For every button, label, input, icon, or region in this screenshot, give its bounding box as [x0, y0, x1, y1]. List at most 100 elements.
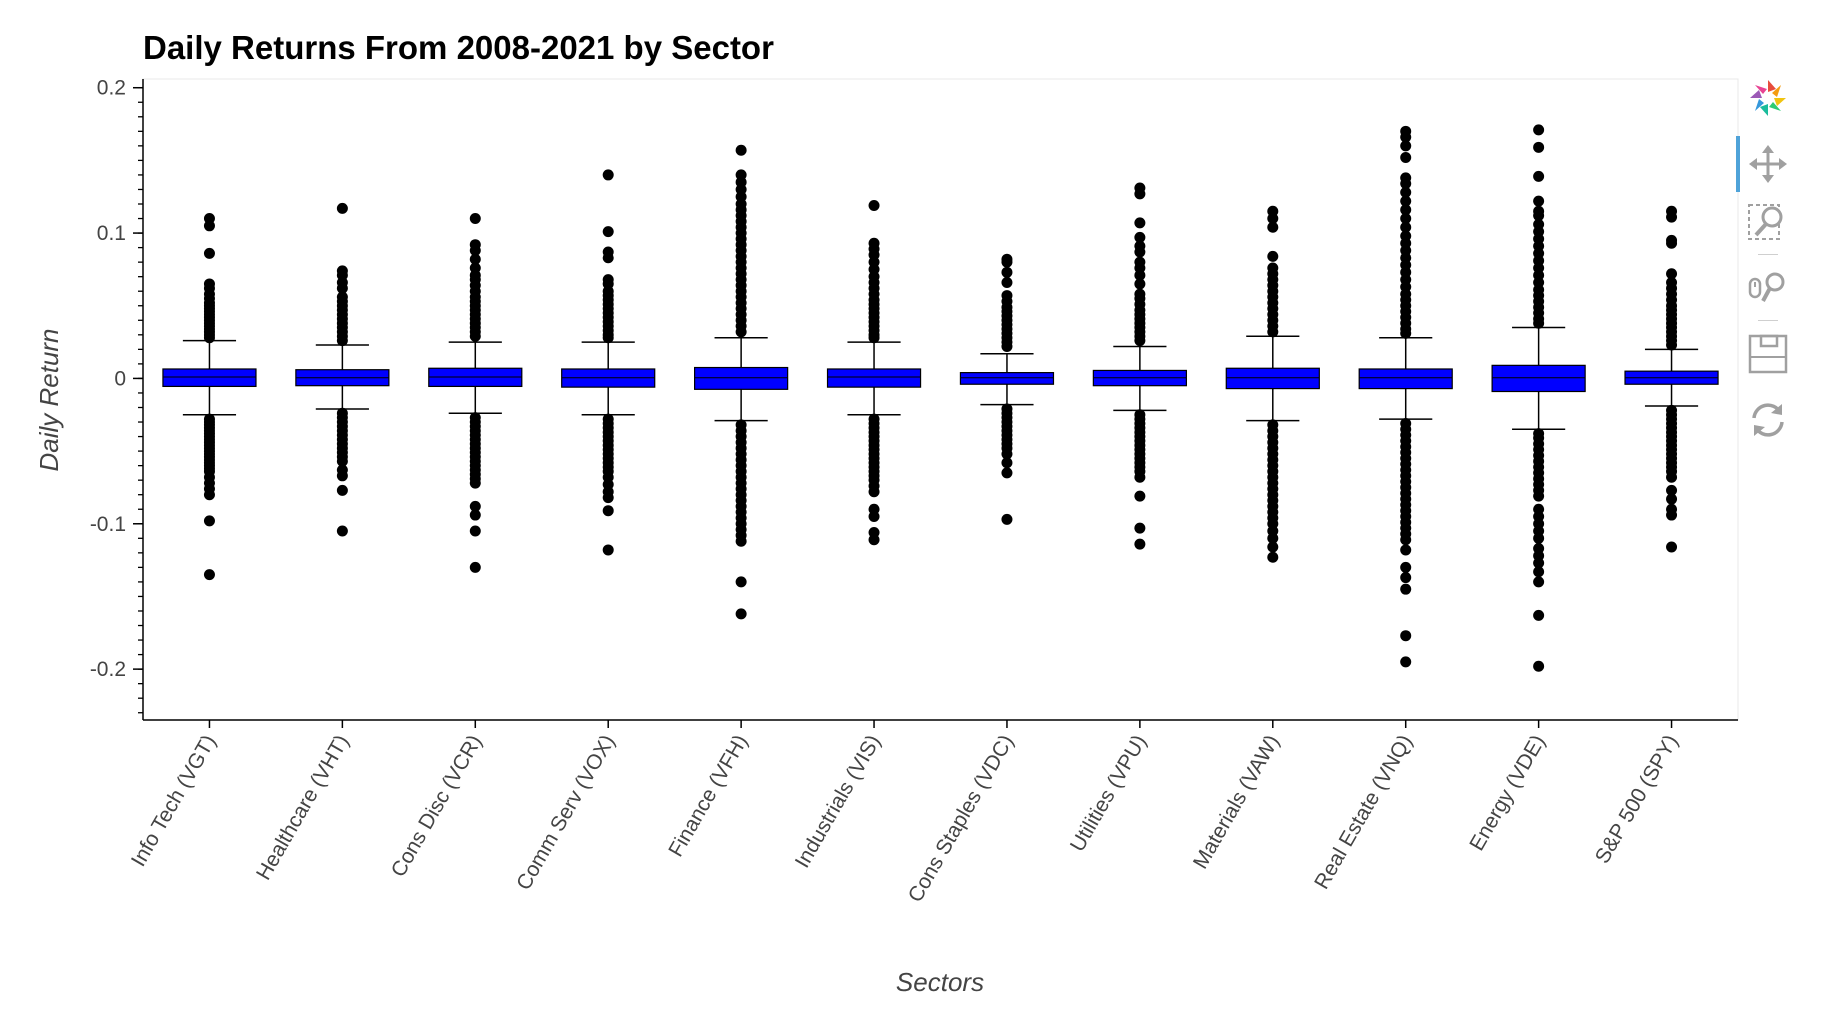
- outlier-point: [735, 608, 747, 620]
- plot-frame: [142, 78, 1739, 721]
- box-iqr: [959, 372, 1055, 385]
- outlier-point: [1666, 471, 1678, 483]
- outlier-point: [602, 505, 614, 517]
- outlier-point: [1533, 609, 1545, 621]
- plot-marks: [162, 124, 1719, 672]
- toolbar-divider: [1758, 320, 1778, 321]
- x-axis: Info Tech (VGT) Healthcare (VHT) Cons Disc…: [127, 719, 1738, 906]
- box-group: [1491, 124, 1586, 672]
- outlier-point: [1267, 541, 1279, 553]
- box-iqr: [1358, 368, 1453, 390]
- outlier-point: [469, 525, 481, 537]
- outlier-point: [1666, 237, 1678, 249]
- y-tick-label: 0: [114, 367, 126, 390]
- box-group: [694, 144, 789, 620]
- outlier-point: [203, 569, 215, 581]
- box-zoom-icon: [1748, 204, 1783, 240]
- outlier-point: [602, 332, 614, 344]
- outlier-point: [735, 535, 747, 547]
- x-tick-label: Cons Staples (VDC): [904, 731, 1018, 906]
- wheel-zoom-icon: [1748, 272, 1785, 302]
- outlier-point: [469, 245, 481, 257]
- outlier-point: [735, 326, 747, 338]
- y-axis-label: Daily Return: [34, 328, 64, 471]
- box-iqr: [1225, 367, 1320, 390]
- outlier-point: [1400, 561, 1412, 573]
- active-tool-indicator: [1736, 136, 1740, 192]
- bokeh-logo-icon[interactable]: [1740, 70, 1796, 126]
- outlier-point: [602, 544, 614, 556]
- outlier-point: [1134, 278, 1146, 290]
- outlier-point: [602, 492, 614, 504]
- x-tick-label: Comm Serv (VOX): [512, 731, 619, 894]
- outlier-point: [1134, 471, 1146, 483]
- outlier-point: [1400, 178, 1412, 190]
- x-tick-label: Materials (VAW): [1189, 731, 1284, 873]
- outlier-point: [1533, 566, 1545, 578]
- outlier-point: [1001, 513, 1013, 525]
- outlier-point: [1666, 339, 1678, 351]
- x-tick-label: Utilities (VPU): [1066, 731, 1151, 856]
- outlier-point: [1400, 204, 1412, 216]
- outlier-point: [868, 199, 880, 211]
- save-tool-button[interactable]: [1740, 326, 1796, 382]
- outlier-point: [1666, 484, 1678, 496]
- outlier-point: [1533, 195, 1545, 207]
- outlier-point: [1666, 509, 1678, 521]
- outlier-point: [1267, 551, 1279, 563]
- outlier-point: [1400, 195, 1412, 207]
- wheel-zoom-tool-button[interactable]: [1740, 260, 1796, 316]
- toolbar-divider: [1758, 254, 1778, 255]
- box-zoom-tool-button[interactable]: [1740, 194, 1796, 250]
- outlier-point: [1134, 217, 1146, 229]
- outlier-point: [1001, 340, 1013, 352]
- y-tick-label: -0.2: [90, 658, 126, 681]
- save-icon: [1748, 334, 1788, 374]
- x-tick-label: S&P 500 (SPY): [1591, 731, 1683, 868]
- outlier-point: [203, 332, 215, 344]
- outlier-point: [203, 515, 215, 527]
- outlier-point: [1134, 188, 1146, 200]
- outlier-point: [868, 332, 880, 344]
- outlier-point: [1400, 140, 1412, 152]
- reset-tool-button[interactable]: [1740, 392, 1796, 448]
- pan-tool-button[interactable]: [1736, 136, 1796, 192]
- outlier-point: [1400, 572, 1412, 584]
- y-axis: 0.2 0.1 0 -0.1 -0.2: [90, 77, 144, 720]
- outlier-point: [868, 486, 880, 498]
- outlier-point: [1666, 493, 1678, 505]
- box-group: [428, 213, 523, 573]
- pan-icon: [1749, 145, 1787, 183]
- outlier-point: [1400, 213, 1412, 225]
- box-group: [959, 253, 1055, 525]
- outlier-point: [1267, 213, 1279, 225]
- box-group: [561, 169, 656, 556]
- outlier-point: [469, 253, 481, 265]
- reset-icon: [1752, 403, 1784, 437]
- outlier-point: [336, 335, 348, 347]
- outlier-point: [1134, 246, 1146, 258]
- outlier-point: [1134, 522, 1146, 534]
- x-tick-label: Info Tech (VGT): [127, 731, 221, 871]
- outlier-point: [1134, 538, 1146, 550]
- outlier-point: [1134, 335, 1146, 347]
- x-tick-label: Cons Disc (VCR): [387, 731, 487, 881]
- outlier-point: [203, 489, 215, 501]
- outlier-point: [1533, 124, 1545, 136]
- box-iqr: [826, 368, 922, 388]
- outlier-point: [1267, 250, 1279, 262]
- box-group: [826, 199, 922, 546]
- outlier-point: [1001, 448, 1013, 460]
- box-group: [1624, 205, 1719, 553]
- box-group: [162, 213, 257, 581]
- outlier-point: [469, 561, 481, 573]
- box-iqr: [162, 368, 257, 388]
- box-group: [1092, 182, 1187, 550]
- outlier-point: [1666, 268, 1678, 280]
- outlier-point: [1400, 151, 1412, 163]
- outlier-point: [1267, 221, 1279, 233]
- outlier-point: [1001, 457, 1013, 469]
- outlier-point: [336, 202, 348, 214]
- outlier-point: [1533, 210, 1545, 222]
